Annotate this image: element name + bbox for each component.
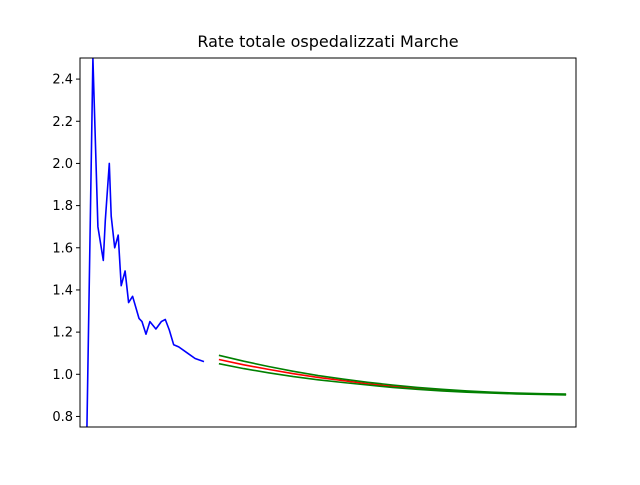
- series-line-forecast-lower: [218, 362, 567, 396]
- y-tick-label: 2.0: [52, 157, 73, 172]
- y-tick-label: 1.6: [52, 241, 73, 256]
- y-tick-label: 1.8: [52, 199, 73, 214]
- series-line-forecast-upper: [218, 354, 567, 395]
- y-tick-label: 1.2: [52, 326, 73, 341]
- chart-title: Rate totale ospedalizzati Marche: [197, 32, 459, 51]
- y-tick-label: 2.2: [52, 115, 73, 130]
- y-tick-label: 0.8: [52, 410, 73, 425]
- plot-frame: [79, 57, 577, 428]
- y-tick-label: 1.0: [52, 368, 73, 383]
- series-line-forecast: [218, 358, 567, 396]
- y-tick-label: 1.4: [52, 283, 73, 298]
- y-tick-label: 2.4: [52, 73, 73, 88]
- series-line-observed: [86, 58, 205, 427]
